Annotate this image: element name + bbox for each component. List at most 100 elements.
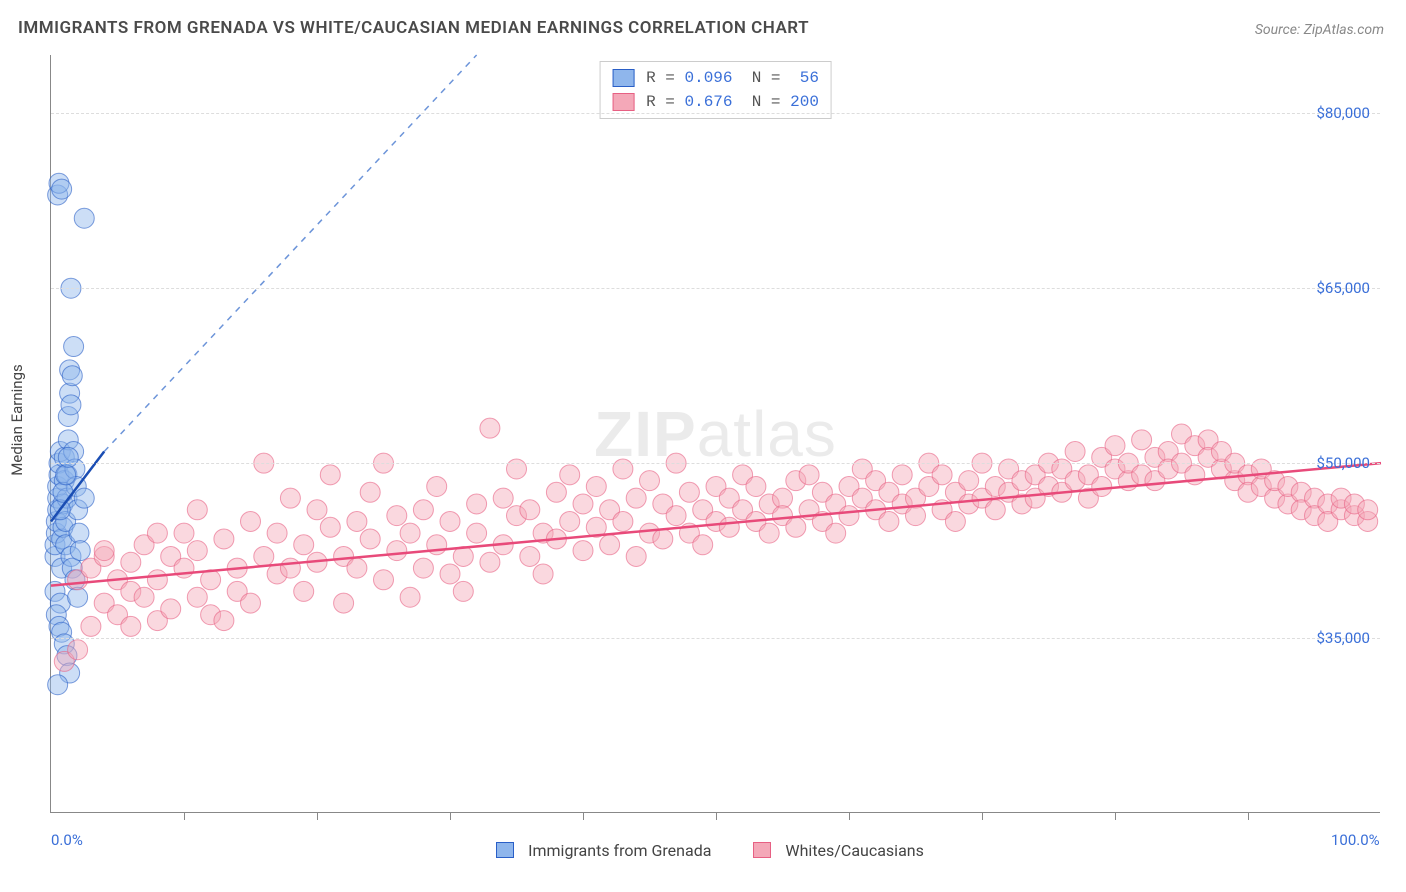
scatter-point — [347, 511, 367, 531]
legend-stats: R = 0.096 N = 56 — [646, 66, 819, 90]
x-tick — [716, 812, 717, 820]
bottom-legend-item: Immigrants from Grenada — [482, 841, 711, 860]
x-tick — [1115, 812, 1116, 820]
scatter-point — [174, 523, 194, 543]
scatter-point — [560, 511, 580, 531]
scatter-point — [826, 523, 846, 543]
scatter-point — [653, 529, 673, 549]
legend-stats: R = 0.676 N = 200 — [646, 90, 819, 114]
scatter-point — [1092, 476, 1112, 496]
scatter-point — [640, 471, 660, 491]
scatter-point — [147, 523, 167, 543]
scatter-point — [892, 465, 912, 485]
scatter-point — [480, 552, 500, 572]
bottom-legend-item: Whites/Caucasians — [739, 841, 923, 860]
scatter-point — [53, 482, 73, 502]
scatter-point — [280, 488, 300, 508]
chart-title: IMMIGRANTS FROM GRENADA VS WHITE/CAUCASI… — [18, 18, 809, 38]
scatter-point — [440, 511, 460, 531]
scatter-point — [613, 511, 633, 531]
scatter-point — [959, 471, 979, 491]
scatter-point — [666, 506, 686, 526]
scatter-point — [214, 529, 234, 549]
x-tick — [450, 812, 451, 820]
scatter-point — [1358, 500, 1378, 520]
scatter-point — [546, 482, 566, 502]
scatter-point — [493, 488, 513, 508]
legend-swatch — [612, 93, 634, 111]
scatter-point — [74, 208, 94, 228]
trend-line-dashed — [104, 55, 476, 451]
scatter-point — [786, 517, 806, 537]
scatter-point — [68, 640, 88, 660]
scatter-point — [879, 511, 899, 531]
scatter-point — [400, 523, 420, 543]
scatter-point — [334, 593, 354, 613]
x-tick — [982, 812, 983, 820]
scatter-point — [507, 459, 527, 479]
scatter-point — [427, 476, 447, 496]
x-tick — [583, 812, 584, 820]
scatter-point — [58, 447, 78, 467]
scatter-point — [187, 541, 207, 561]
scatter-point — [81, 616, 101, 636]
gridline — [51, 288, 1380, 289]
scatter-point — [400, 587, 420, 607]
scatter-point — [626, 488, 646, 508]
scatter-point — [613, 459, 633, 479]
scatter-point — [586, 476, 606, 496]
scatter-point — [254, 546, 274, 566]
scatter-point — [467, 523, 487, 543]
scatter-point — [187, 500, 207, 520]
legend-swatch — [612, 69, 634, 87]
legend-row: R = 0.676 N = 200 — [612, 90, 819, 114]
scatter-point — [294, 581, 314, 601]
gridline — [51, 463, 1380, 464]
scatter-point — [985, 500, 1005, 520]
scatter-point — [214, 611, 234, 631]
y-tick-label: $35,000 — [1316, 629, 1370, 647]
scatter-point — [413, 558, 433, 578]
scatter-point — [347, 558, 367, 578]
scatter-point — [320, 517, 340, 537]
scatter-point — [839, 506, 859, 526]
scatter-point — [280, 558, 300, 578]
scatter-point — [61, 395, 81, 415]
scatter-point — [48, 675, 68, 695]
scatter-point — [520, 500, 540, 520]
scatter-point — [307, 500, 327, 520]
legend-row: R = 0.096 N = 56 — [612, 66, 819, 90]
scatter-point — [360, 482, 380, 502]
plot-svg — [51, 55, 1380, 812]
scatter-point — [387, 506, 407, 526]
scatter-point — [147, 570, 167, 590]
scatter-point — [241, 511, 261, 531]
scatter-point — [520, 546, 540, 566]
scatter-point — [62, 366, 82, 386]
scatter-point — [573, 494, 593, 514]
x-tick — [1248, 812, 1249, 820]
y-tick-label: $50,000 — [1316, 454, 1370, 472]
y-tick-label: $80,000 — [1316, 104, 1370, 122]
y-tick-label: $65,000 — [1316, 279, 1370, 297]
scatter-point — [719, 517, 739, 537]
stats-legend: R = 0.096 N = 56R = 0.676 N = 200 — [599, 61, 832, 119]
scatter-point — [693, 535, 713, 555]
plot-area: ZIPatlas R = 0.096 N = 56R = 0.676 N = 2… — [50, 55, 1380, 813]
scatter-point — [387, 541, 407, 561]
scatter-point — [573, 541, 593, 561]
scatter-point — [374, 570, 394, 590]
gridline — [51, 113, 1380, 114]
scatter-point — [453, 581, 473, 601]
legend-swatch — [753, 842, 771, 858]
y-axis-title: Median Earnings — [8, 364, 26, 475]
scatter-point — [679, 482, 699, 502]
scatter-point — [799, 465, 819, 485]
scatter-point — [360, 529, 380, 549]
scatter-point — [560, 465, 580, 485]
scatter-point — [52, 179, 72, 199]
scatter-point — [1132, 430, 1152, 450]
scatter-point — [945, 511, 965, 531]
scatter-point — [626, 546, 646, 566]
legend-swatch — [496, 842, 514, 858]
